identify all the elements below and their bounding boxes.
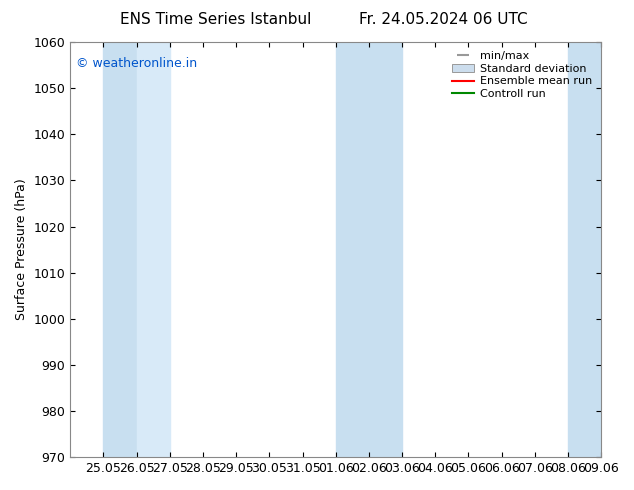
Bar (568, 42, 601, 457)
Legend: min/max, Standard deviation, Ensemble mean run, Controll run: min/max, Standard deviation, Ensemble me… (449, 48, 595, 102)
Bar (103, 42, 137, 457)
Bar (137, 42, 170, 457)
Y-axis label: Surface Pressure (hPa): Surface Pressure (hPa) (15, 179, 28, 320)
Text: © weatheronline.in: © weatheronline.in (75, 56, 197, 70)
Text: ENS Time Series Istanbul: ENS Time Series Istanbul (120, 12, 311, 27)
Bar (336, 42, 369, 457)
Text: Fr. 24.05.2024 06 UTC: Fr. 24.05.2024 06 UTC (359, 12, 528, 27)
Bar (369, 42, 402, 457)
